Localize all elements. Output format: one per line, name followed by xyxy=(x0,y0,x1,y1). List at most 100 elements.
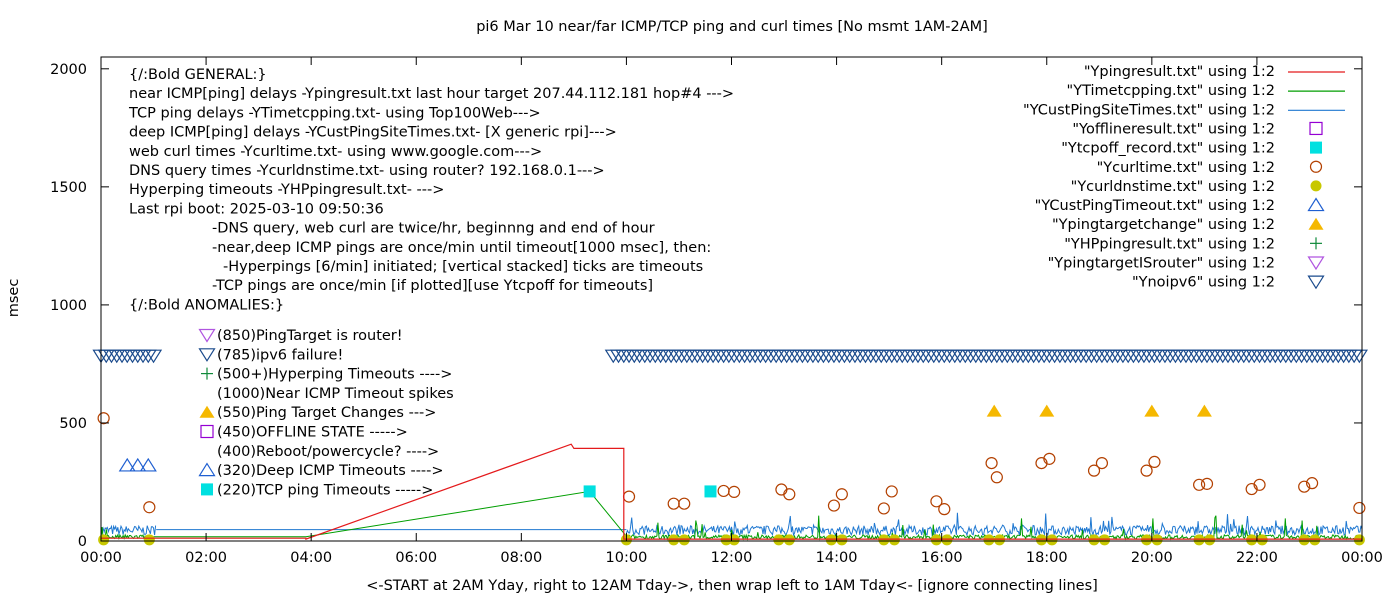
x-tick-label: 12:00 xyxy=(711,550,753,566)
ipv6-failure-marker xyxy=(720,349,738,364)
ipv6-failure-marker xyxy=(1098,349,1116,364)
ipv6-failure-marker xyxy=(657,349,675,364)
ipv6-failure-marker xyxy=(123,349,142,364)
ipv6-failure-marker xyxy=(615,349,633,364)
data-point xyxy=(1200,477,1214,490)
ipv6-failure-marker xyxy=(604,349,622,364)
data-point xyxy=(1305,477,1319,490)
ipv6-failure-marker xyxy=(1261,349,1279,364)
ipv6-failure-marker xyxy=(956,349,974,364)
ipv6-failure-marker xyxy=(877,349,896,364)
ipv6-failure-marker xyxy=(715,349,733,364)
y-tick-label: 0 xyxy=(78,534,87,550)
ipv6-failure-marker xyxy=(1219,349,1237,364)
legend-swatch xyxy=(1310,237,1322,250)
data-point xyxy=(986,404,1002,417)
legend-label: "Ycurldnstime.txt" using 1:2 xyxy=(1071,179,1275,195)
legend-swatch xyxy=(1308,217,1324,230)
data-point xyxy=(704,485,717,498)
ipv6-failure-marker xyxy=(678,349,696,364)
ipv6-failure-marker xyxy=(736,349,754,364)
data-point xyxy=(622,490,636,503)
ipv6-failure-marker xyxy=(1266,349,1284,364)
x-tick-label: 16:00 xyxy=(921,550,963,566)
ipv6-failure-marker xyxy=(662,349,680,364)
series-layer xyxy=(92,349,1368,546)
annotation-line: web curl times -Ycurltime.txt- using www… xyxy=(129,144,542,160)
legend-label: "Ycurltime.txt" using 1:2 xyxy=(1097,160,1275,176)
data-point xyxy=(990,471,1003,484)
ipv6-failure-marker xyxy=(1140,349,1158,364)
data-point xyxy=(835,488,848,501)
ipv6-failure-marker xyxy=(851,349,869,364)
ipv6-failure-marker xyxy=(1182,349,1200,364)
data-point xyxy=(783,488,796,501)
legend-swatch xyxy=(1307,256,1325,271)
x-tick-label: 08:00 xyxy=(500,550,542,566)
annotation-line: -Hyperpings [6/min] initiated; [vertical… xyxy=(223,259,703,275)
ipv6-failure-marker xyxy=(620,349,638,364)
ipv6-failure-marker xyxy=(1303,349,1321,364)
data-point xyxy=(1196,404,1212,417)
anomaly-key-label: (1000)Near ICMP Timeout spikes xyxy=(217,386,454,402)
data-point xyxy=(775,483,788,496)
ipv6-failure-marker xyxy=(825,349,843,364)
ipv6-failure-marker xyxy=(1109,349,1127,364)
ipv6-failure-marker xyxy=(1187,349,1206,364)
annotation-line: {/:Bold ANOMALIES:} xyxy=(129,297,284,313)
legend-swatch xyxy=(1307,275,1325,290)
ipv6-failure-marker xyxy=(762,349,780,364)
ipv6-failure-marker xyxy=(772,349,790,364)
ipv6-failure-marker xyxy=(1009,349,1027,364)
annotation-line: -TCP pings are once/min [if plotted][use… xyxy=(212,278,653,294)
legend-label: "YHPpingresult.txt" using 1:2 xyxy=(1064,236,1275,252)
data-point xyxy=(1353,501,1366,515)
data-point xyxy=(888,534,900,546)
data-point xyxy=(667,497,680,510)
legend-item: "Ytcpoff_record.txt" using 1:2 xyxy=(1061,141,1322,157)
ipv6-failure-marker xyxy=(641,349,659,364)
ipv6-failure-marker xyxy=(940,349,959,364)
ipv6-failure-marker xyxy=(988,349,1006,364)
ipv6-failure-marker xyxy=(1088,349,1106,364)
ipv6-failure-marker xyxy=(1235,349,1253,364)
ipv6-failure-marker xyxy=(108,349,126,364)
legend-swatch xyxy=(1307,197,1325,212)
data-point xyxy=(1140,464,1153,477)
data-point xyxy=(938,503,951,516)
anomaly-key-icon xyxy=(198,462,216,477)
anomaly-key-label: (500+)Hyperping Timeouts ----> xyxy=(217,367,452,383)
x-axis-label: <-START at 2AM Yday, right to 12AM Tday-… xyxy=(366,578,1098,594)
ipv6-failure-marker xyxy=(1051,349,1069,364)
ipv6-failure-marker xyxy=(1198,349,1216,364)
ipv6-failure-marker xyxy=(1025,349,1043,364)
ipv6-failure-marker xyxy=(673,349,691,364)
ipv6-failure-marker xyxy=(1203,349,1221,364)
ipv6-failure-marker xyxy=(841,349,859,364)
legend-label: "Yofflineresult.txt" using 1:2 xyxy=(1072,121,1275,137)
ipv6-failure-marker xyxy=(1119,349,1137,364)
ipv6-failure-marker xyxy=(867,349,885,364)
anomaly-key-label: (400)Reboot/powercycle? ----> xyxy=(217,444,439,460)
anomaly-key-label: (220)TCP ping Timeouts -----> xyxy=(217,482,433,498)
data-point xyxy=(773,534,785,546)
x-tick-label: 04:00 xyxy=(290,550,332,566)
data-point xyxy=(877,502,890,515)
ipv6-failure-marker xyxy=(1145,349,1164,364)
ipv6-failure-marker xyxy=(1335,349,1353,364)
legend-label: "YCustPingTimeout.txt" using 1:2 xyxy=(1035,198,1275,214)
data-point xyxy=(1087,464,1101,477)
x-tick-label: 20:00 xyxy=(1131,550,1173,566)
data-point xyxy=(825,534,837,546)
x-tick-label: 00:00 xyxy=(1341,550,1383,566)
chart-title: pi6 Mar 10 near/far ICMP/TCP ping and cu… xyxy=(476,19,988,35)
legend-item: "Ypingtargetchange" using 1:2 xyxy=(1052,217,1324,233)
ipv6-failure-marker xyxy=(609,349,628,364)
data-point xyxy=(827,499,841,512)
series-line-tcp-ping-connector xyxy=(153,490,627,538)
ipv6-failure-marker xyxy=(699,349,717,364)
ipv6-failure-marker xyxy=(1030,349,1048,364)
ipv6-failure-marker xyxy=(982,349,1001,364)
data-point xyxy=(1151,534,1163,546)
ipv6-failure-marker xyxy=(1350,349,1368,364)
